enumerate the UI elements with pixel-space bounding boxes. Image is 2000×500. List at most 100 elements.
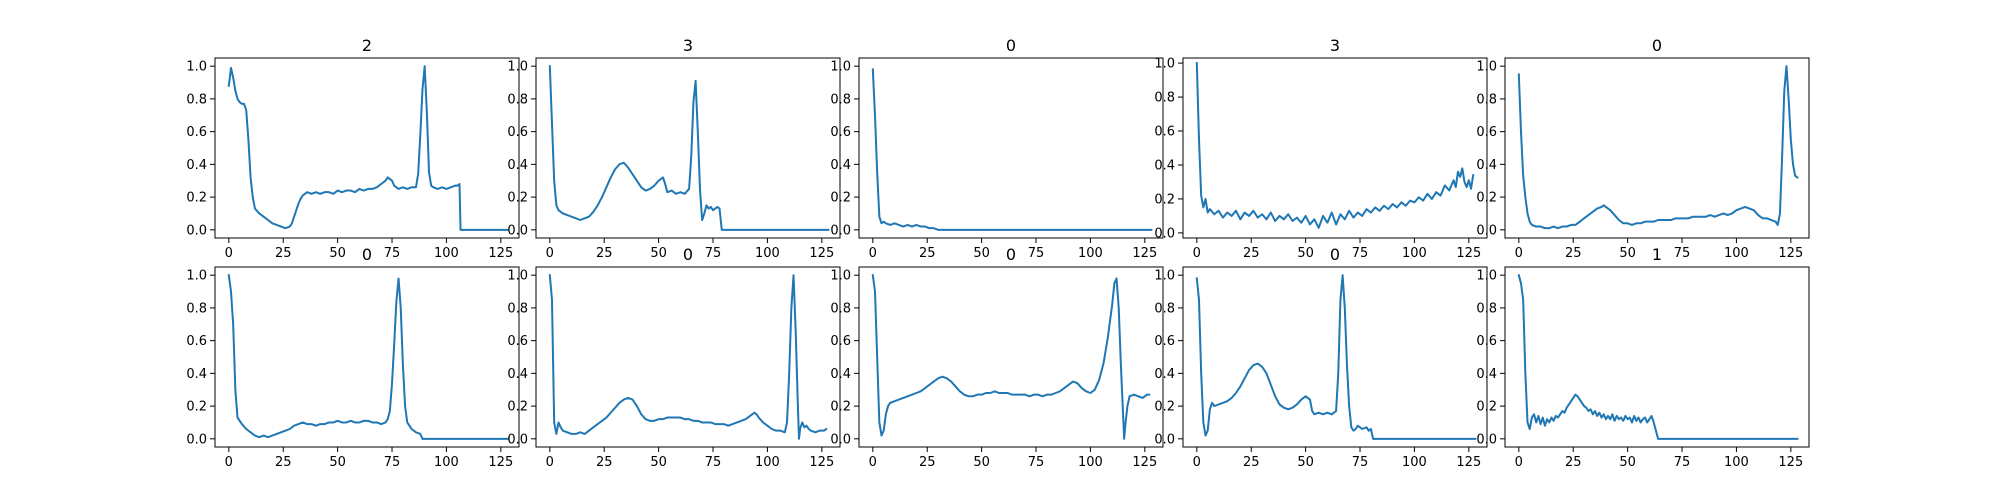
y-tick-label: 0.0	[1476, 223, 1497, 238]
y-tick-label: 0.2	[507, 400, 528, 415]
y-tick-label: 0.8	[186, 301, 207, 316]
y-tick-label: 1.0	[1154, 269, 1175, 284]
x-tick-label: 75	[705, 246, 722, 261]
axes-frame	[1504, 57, 1810, 239]
axes-frame	[858, 57, 1164, 239]
x-tick-label: 50	[1297, 455, 1314, 470]
y-tick-label: 0.0	[507, 223, 528, 238]
x-tick-label: 25	[275, 246, 292, 261]
y-tick-label: 0.6	[830, 125, 851, 140]
y-tick-label: 0.0	[507, 432, 528, 447]
y-tick-label: 1.0	[830, 269, 851, 284]
series-line-9	[1195, 274, 1477, 440]
y-tick-label: 0.8	[1476, 301, 1497, 316]
x-tick-label: 125	[809, 246, 834, 261]
y-tick-label: 0.8	[1154, 91, 1175, 106]
x-tick-label: 0	[869, 246, 877, 261]
series-line-1	[227, 65, 509, 231]
x-tick-label: 50	[973, 455, 990, 470]
x-tick-label: 25	[596, 455, 613, 470]
x-tick-label: 100	[1402, 246, 1427, 261]
y-tick-label: 0.0	[186, 432, 207, 447]
y-tick-label: 0.2	[186, 400, 207, 415]
series-line-8	[871, 274, 1151, 440]
y-tick-label: 0.2	[830, 191, 851, 206]
x-tick-label: 0	[869, 455, 877, 470]
x-tick-label: 0	[546, 455, 554, 470]
y-tick-label: 1.0	[186, 60, 207, 75]
axes-frame	[1504, 266, 1810, 448]
x-tick-label: 125	[488, 246, 513, 261]
subplot-title: 0	[1330, 245, 1340, 264]
x-tick-label: 50	[329, 246, 346, 261]
x-tick-label: 75	[705, 455, 722, 470]
x-tick-label: 25	[1565, 455, 1582, 470]
subplot-4: 0 25 50 75 100 125 0.0 0.2 0.4 0.6 0.8 1.0 3	[1154, 36, 1488, 261]
y-tick-label: 0.0	[830, 432, 851, 447]
y-tick-label: 0.2	[830, 400, 851, 415]
subplot-title: 0	[1006, 36, 1016, 55]
y-tick-label: 0.4	[830, 367, 851, 382]
y-tick-label: 1.0	[1154, 57, 1175, 72]
axes-frame	[535, 57, 841, 239]
y-tick-label: 0.6	[507, 125, 528, 140]
subplot-title: 1	[1652, 245, 1662, 264]
x-tick-label: 100	[1724, 246, 1749, 261]
x-tick-label: 50	[1297, 246, 1314, 261]
y-tick-label: 1.0	[1476, 60, 1497, 75]
y-tick-label: 0.2	[507, 191, 528, 206]
subplot-1: 0 25 50 75 100 125 0.0 0.2 0.4 0.6 0.8 1.0 2	[186, 36, 520, 261]
x-tick-label: 0	[225, 246, 233, 261]
x-tick-label: 125	[809, 455, 834, 470]
y-tick-label: 0.6	[186, 125, 207, 140]
x-tick-label: 0	[1193, 246, 1201, 261]
y-tick-label: 0.0	[1476, 432, 1497, 447]
subplot-title: 0	[1652, 36, 1662, 55]
x-tick-label: 75	[1674, 246, 1691, 261]
series-line-10	[1517, 273, 1799, 440]
subplot-title: 2	[362, 36, 372, 55]
x-tick-label: 25	[919, 246, 936, 261]
x-tick-label: 0	[225, 455, 233, 470]
subplot-7: 0 25 50 75 100 125 0.0 0.2 0.4 0.6 0.8 1.0 0	[507, 245, 841, 470]
y-tick-label: 0.8	[507, 92, 528, 107]
x-tick-label: 75	[1674, 455, 1691, 470]
subplot-8: 0 25 50 75 100 125 0.0 0.2 0.4 0.6 0.8 1.0 0	[830, 245, 1164, 470]
x-tick-label: 100	[1078, 455, 1103, 470]
series-line-6	[227, 274, 509, 440]
x-tick-label: 50	[1619, 455, 1636, 470]
y-tick-label: 0.4	[1476, 158, 1497, 173]
axes-frame	[1182, 57, 1488, 239]
x-tick-label: 50	[650, 246, 667, 261]
x-tick-label: 25	[1565, 246, 1582, 261]
x-tick-label: 125	[1456, 455, 1481, 470]
series-line-3	[871, 68, 1153, 231]
y-tick-label: 0.6	[186, 334, 207, 349]
y-tick-label: 0.0	[1154, 226, 1175, 241]
y-tick-label: 0.6	[507, 334, 528, 349]
y-tick-label: 0.2	[1476, 191, 1497, 206]
x-tick-label: 75	[1352, 455, 1369, 470]
x-tick-label: 100	[434, 246, 459, 261]
axes-frame	[858, 266, 1164, 448]
subplot-title: 3	[1330, 36, 1340, 55]
x-tick-label: 25	[1243, 455, 1260, 470]
series-line-2	[548, 65, 830, 231]
y-tick-label: 1.0	[186, 269, 207, 284]
y-tick-label: 0.8	[1476, 92, 1497, 107]
x-tick-label: 50	[329, 455, 346, 470]
y-tick-label: 0.8	[186, 92, 207, 107]
series-line-7	[548, 274, 828, 440]
y-tick-label: 0.0	[1154, 432, 1175, 447]
y-tick-label: 0.8	[507, 301, 528, 316]
x-tick-label: 25	[596, 246, 613, 261]
y-tick-label: 0.4	[830, 158, 851, 173]
y-tick-label: 0.0	[830, 223, 851, 238]
y-tick-label: 0.6	[1154, 334, 1175, 349]
subplot-title: 0	[1006, 245, 1016, 264]
x-tick-label: 50	[973, 246, 990, 261]
x-tick-label: 125	[1778, 246, 1803, 261]
y-tick-label: 0.4	[1476, 367, 1497, 382]
y-tick-label: 0.6	[830, 334, 851, 349]
x-tick-label: 100	[755, 246, 780, 261]
